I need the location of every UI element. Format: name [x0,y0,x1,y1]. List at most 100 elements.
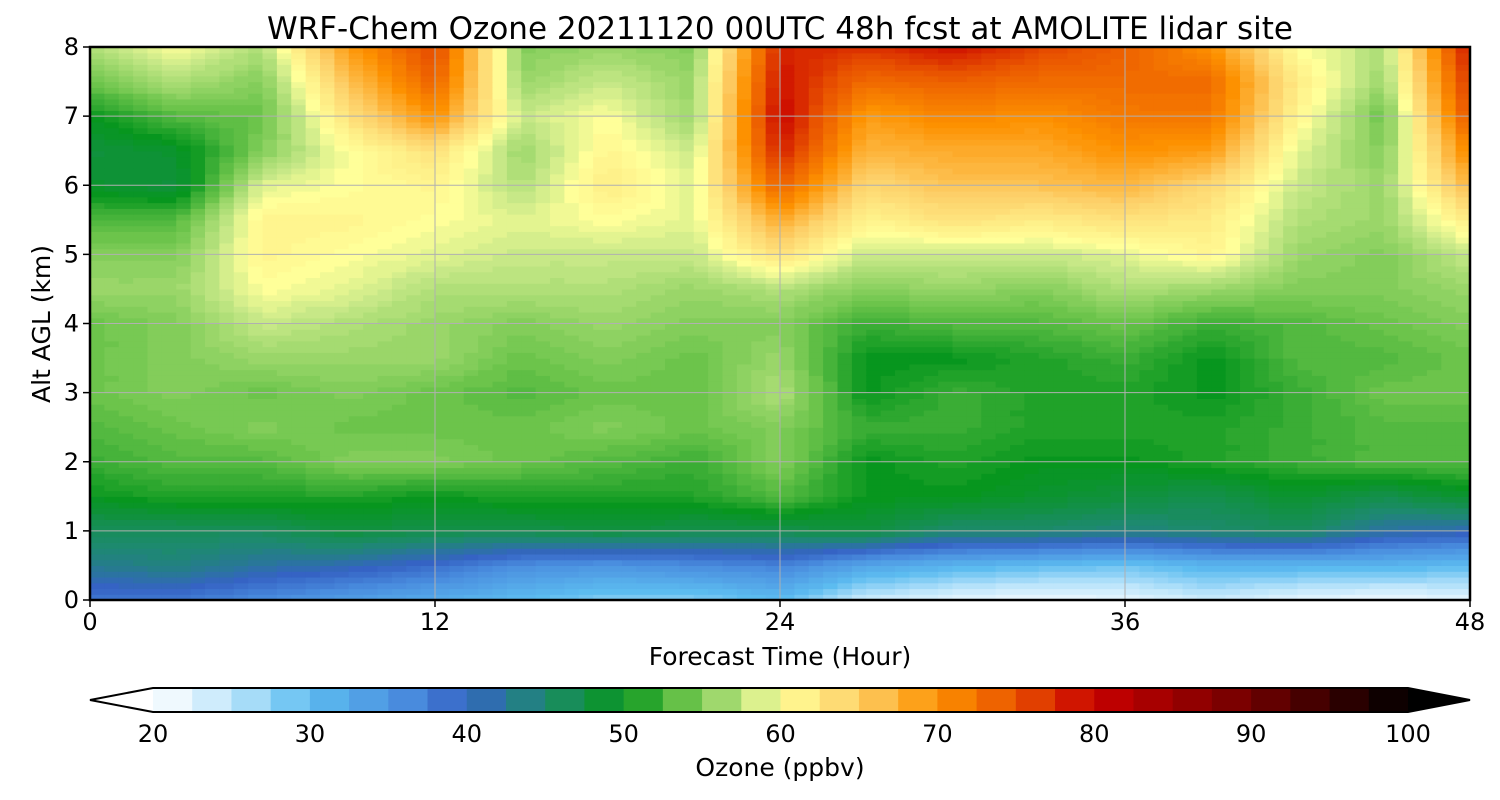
contour-cell [808,513,824,520]
contour-cell [550,369,565,376]
contour-cell [305,438,321,446]
contour-cell [1340,502,1356,509]
contour-cell [1081,530,1097,538]
contour-cell [751,409,767,417]
contour-cell [1081,559,1097,567]
contour-cell [1369,363,1385,371]
contour-cell [1455,513,1471,520]
contour-cell [1240,381,1255,388]
contour-cell [1038,582,1054,590]
contour-cell [1182,381,1198,388]
contour-cell [880,450,896,457]
contour-cell [636,444,652,451]
contour-cell [851,542,867,549]
contour-cell [550,392,565,399]
contour-cell [938,427,954,434]
contour-cell [895,484,910,492]
contour-cell [1225,369,1241,376]
contour-cell [90,507,105,515]
contour-cell [1412,346,1428,353]
contour-cell [794,300,810,307]
contour-cell [219,473,235,480]
contour-cell [535,381,551,388]
contour-cell [794,536,810,543]
contour-cell [305,507,321,515]
contour-cell [420,588,436,595]
contour-cell [550,467,565,474]
contour-cell [607,421,623,428]
contour-cell [492,507,508,515]
contour-cell [1268,421,1284,428]
contour-cell [1240,582,1255,590]
contour-cell [104,404,120,411]
contour-cell [952,479,968,486]
contour-cell [981,467,997,474]
contour-cell [765,346,781,353]
contour-cell [679,502,695,509]
contour-cell [1182,323,1198,330]
contour-cell [665,306,680,313]
contour-cell [1225,358,1241,365]
contour-cell [233,306,249,313]
contour-cell [607,559,623,567]
contour-cell [205,415,220,423]
contour-cell [1240,386,1255,394]
contour-cell [1455,421,1471,428]
contour-cell [291,346,307,353]
contour-cell [981,530,997,538]
contour-cell [1096,415,1112,423]
contour-cell [1398,588,1414,595]
contour-cell [1053,525,1069,532]
contour-cell [1024,594,1040,601]
contour-cell [851,369,867,376]
contour-cell [1139,381,1155,388]
contour-cell [133,375,149,382]
contour-cell [276,542,292,549]
contour-cell [1340,363,1356,371]
contour-cell [722,421,738,428]
contour-cell [478,311,494,319]
contour-cell [262,335,278,342]
contour-cell [995,386,1011,394]
contour-cell [406,450,422,457]
contour-cell [1010,553,1025,561]
contour-cell [1426,525,1442,532]
contour-cell [851,346,867,353]
contour-cell [636,467,652,474]
contour-cell [276,329,292,336]
contour-cell [1139,455,1155,463]
contour-cell [1297,542,1313,549]
contour-cell [521,542,537,549]
contour-cell [1355,496,1370,503]
contour-cell [305,369,321,376]
contour-cell [808,369,824,376]
contour-cell [1168,438,1184,446]
contour-cell [1139,502,1155,509]
contour-cell [391,340,407,348]
contour-cell [636,542,652,549]
contour-cell [1196,398,1212,405]
contour-cell [1225,467,1241,474]
contour-cell [751,450,767,457]
contour-cell [118,352,134,359]
contour-cell [578,346,594,353]
contour-cell [1254,479,1270,486]
contour-cell [391,542,407,549]
contour-cell [104,594,120,601]
contour-cell [420,519,436,526]
contour-cell [923,306,939,313]
contour-cell [851,329,867,336]
contour-cell [1412,571,1428,578]
contour-cell [377,427,393,434]
contour-cell [176,496,192,503]
contour-cell [276,346,292,353]
contour-cell [1067,352,1083,359]
contour-cell [995,450,1011,457]
contour-cell [966,358,982,365]
contour-cell [708,381,724,388]
contour-cell [463,444,479,451]
contour-cell [1211,525,1227,532]
contour-cell [1081,525,1097,532]
contour-cell [205,358,220,365]
contour-cell [780,392,795,399]
